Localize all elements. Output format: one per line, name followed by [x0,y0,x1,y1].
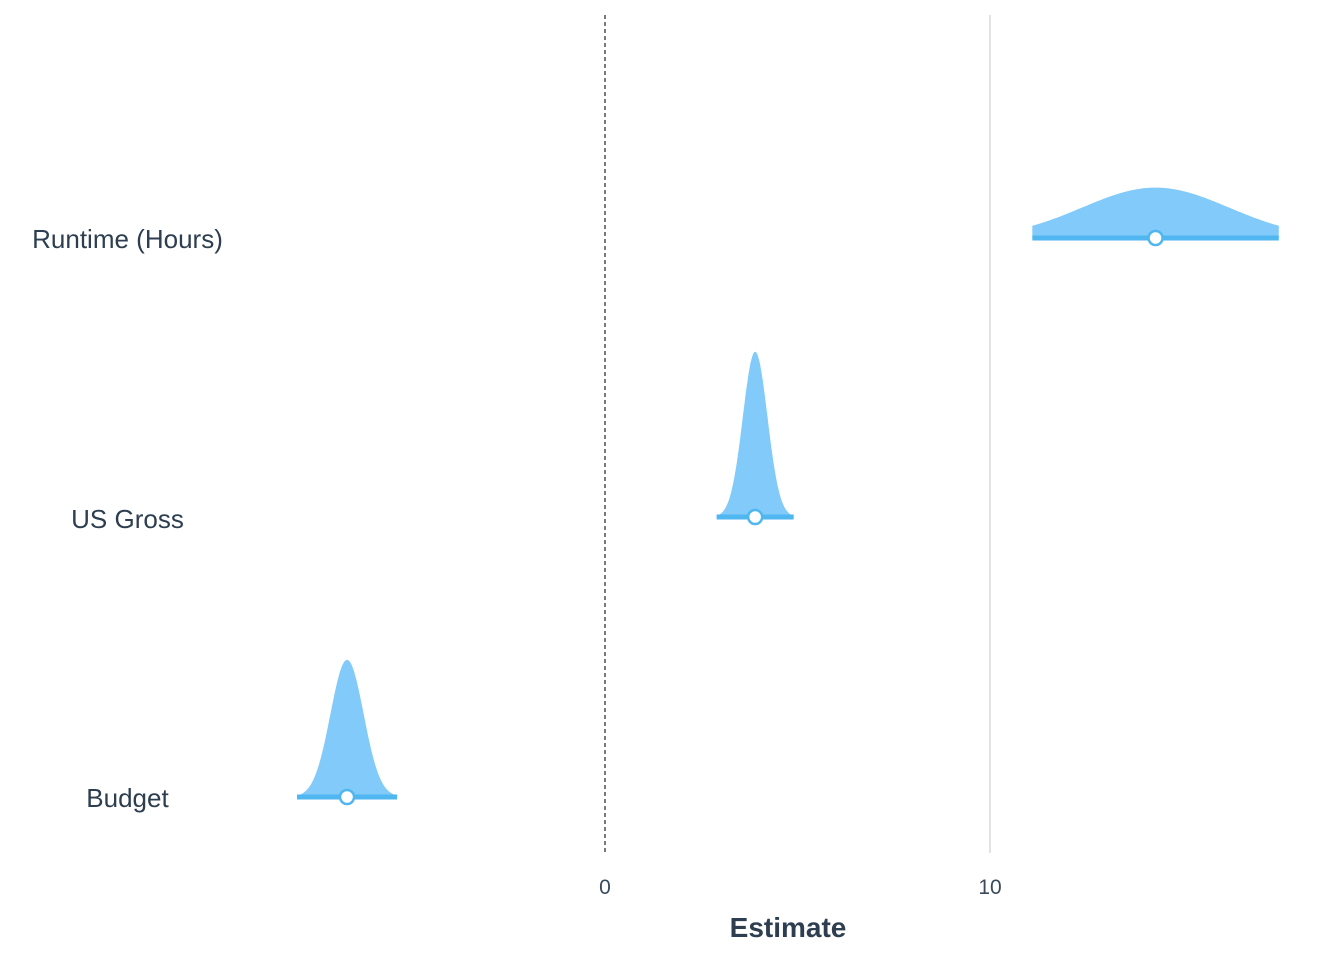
estimate-point-2 [338,788,356,806]
estimate-point-0 [1147,229,1164,247]
violin-budget [297,659,398,797]
y-label-runtime: Runtime (Hours) [32,224,223,254]
y-label-us-gross: US Gross [71,504,184,534]
x-tick-label-10: 10 [978,876,1001,899]
violin-us-gross [716,351,794,517]
violin-group [297,187,1279,806]
violin-runtime-hours- [1032,187,1279,238]
x-tick-label-0: 0 [599,876,611,899]
y-label-budget: Budget [86,783,169,813]
x-axis-title: Estimate [729,912,847,943]
estimate-point-1 [746,508,764,526]
